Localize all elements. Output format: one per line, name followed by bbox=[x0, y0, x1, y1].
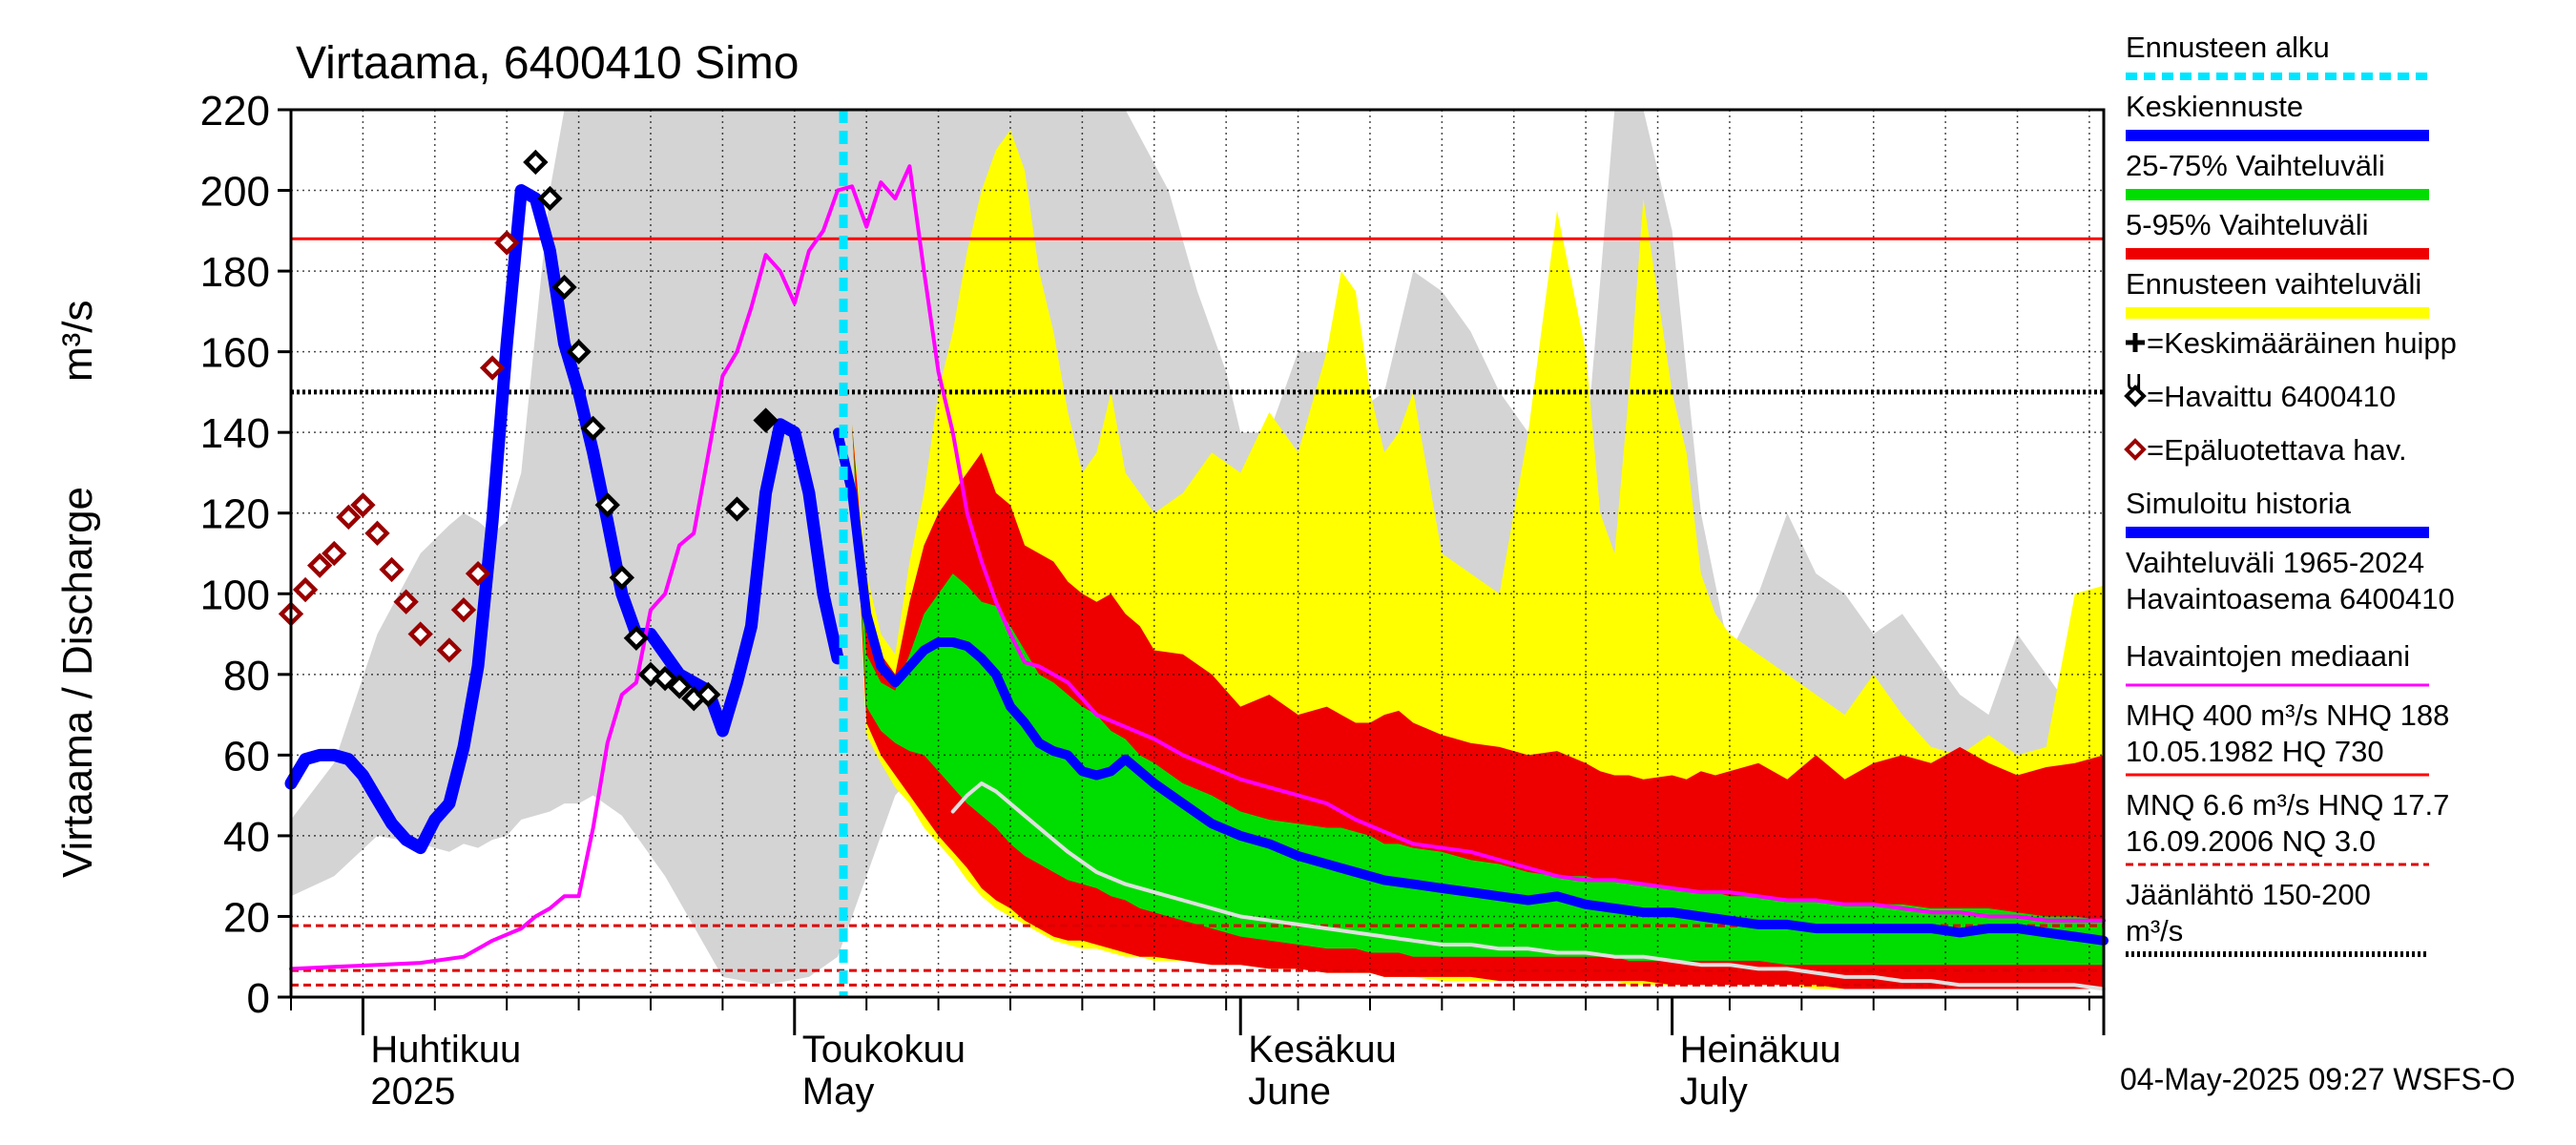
legend-label: 5-95% Vaihteluväli bbox=[2126, 208, 2368, 241]
month-label-en: May bbox=[802, 1071, 875, 1113]
legend-label-line2: Havaintoasema 6400410 bbox=[2126, 582, 2455, 615]
legend-diamond-icon bbox=[2124, 438, 2147, 461]
y-tick-label: 180 bbox=[200, 249, 270, 296]
y-tick-label: 40 bbox=[223, 814, 270, 861]
unreliable-observation-marker bbox=[494, 230, 520, 256]
observed-marker bbox=[623, 625, 650, 651]
y-axis-unit: m³/s bbox=[54, 300, 101, 382]
legend-label: MHQ 400 m³/s NHQ 188 bbox=[2126, 698, 2449, 732]
month-label-en: 2025 bbox=[370, 1071, 455, 1113]
observed-marker bbox=[537, 185, 563, 212]
observed-marker bbox=[696, 681, 721, 708]
observed-marker bbox=[666, 674, 693, 699]
series-simuloitu-historia bbox=[284, 184, 844, 855]
legend-label: =Keskimääräinen huipp bbox=[2147, 326, 2457, 360]
y-tick-label: 200 bbox=[200, 169, 270, 216]
legend-plus-icon bbox=[2126, 333, 2145, 352]
observed-marker bbox=[580, 415, 606, 442]
observed-marker bbox=[609, 565, 635, 591]
y-tick-label: 80 bbox=[223, 653, 270, 699]
legend-label: 25-75% Vaihteluväli bbox=[2126, 149, 2385, 182]
series-vähän-vettä bbox=[950, 781, 2106, 991]
y-tick-label: 140 bbox=[200, 410, 270, 457]
observed-marker bbox=[724, 496, 750, 522]
legend-label: =Havaittu 6400410 bbox=[2147, 380, 2396, 413]
series-keskiennuste bbox=[833, 427, 2109, 946]
unreliable-observation-marker bbox=[350, 492, 376, 518]
unreliable-observation-marker bbox=[479, 355, 506, 381]
legend: Ennusteen alku Keskiennuste 25-75% Vaihtel… bbox=[2124, 31, 2457, 957]
month-label-fi: Heinäkuu bbox=[1680, 1029, 1841, 1071]
legend-label: Ennusteen vaihteluväli bbox=[2126, 267, 2421, 301]
unreliable-observation-marker bbox=[306, 552, 333, 578]
series-havaintojen-mediaani bbox=[289, 164, 2106, 971]
unreliable-observation-marker bbox=[322, 540, 347, 567]
unreliable-observation-marker bbox=[292, 576, 319, 603]
unreliable-observation-marker bbox=[450, 597, 477, 623]
month-label-en: June bbox=[1248, 1071, 1331, 1113]
y-axis-label: Virtaama / Discharge bbox=[54, 487, 101, 878]
legend-label-line2: 16.09.2006 NQ 3.0 bbox=[2126, 824, 2376, 858]
legend-label: Havaintojen mediaani bbox=[2126, 639, 2410, 673]
observed-marker bbox=[753, 407, 779, 433]
legend-label: Jäänlähtö 150-200 bbox=[2126, 878, 2371, 911]
observed-marker bbox=[551, 274, 577, 301]
legend-label-line2: 10.05.1982 HQ 730 bbox=[2126, 735, 2384, 768]
y-tick-label: 220 bbox=[200, 88, 270, 135]
y-tick-label: 120 bbox=[200, 491, 270, 538]
legend-label: MNQ 6.6 m³/s HNQ 17.7 bbox=[2126, 788, 2449, 822]
month-label-en: July bbox=[1680, 1071, 1748, 1113]
timestamp-footer: 04-May-2025 09:27 WSFS-O bbox=[2120, 1062, 2515, 1096]
y-tick-label: 160 bbox=[200, 330, 270, 377]
observed-marker bbox=[652, 665, 678, 692]
unreliable-observation-marker bbox=[436, 637, 463, 663]
unreliable-observation-marker bbox=[393, 589, 419, 614]
observed-marker bbox=[523, 149, 549, 176]
plot-frame bbox=[289, 108, 2106, 999]
unreliable-observation-marker bbox=[336, 504, 362, 531]
legend-diamond-icon bbox=[2124, 385, 2147, 407]
y-tick-label: 100 bbox=[200, 572, 270, 618]
legend-label: Vaihteluväli 1965-2024 bbox=[2126, 546, 2424, 579]
y-tick-label: 0 bbox=[247, 975, 270, 1022]
observed-marker bbox=[594, 492, 620, 518]
chart-title: Virtaama, 6400410 Simo bbox=[296, 38, 799, 89]
month-label-fi: Kesäkuu bbox=[1248, 1029, 1397, 1071]
unreliable-observation-marker bbox=[379, 556, 405, 583]
y-tick-label: 20 bbox=[223, 894, 270, 941]
month-label-fi: Toukokuu bbox=[802, 1029, 966, 1071]
legend-label-line2: m³/s bbox=[2126, 914, 2183, 947]
legend-label: Simuloitu historia bbox=[2126, 487, 2352, 520]
month-label-fi: Huhtikuu bbox=[370, 1029, 521, 1071]
observed-marker bbox=[566, 339, 592, 364]
unreliable-observation-marker bbox=[407, 621, 433, 647]
legend-label: Keskiennuste bbox=[2126, 90, 2303, 123]
forecast-25-75-band bbox=[765, 424, 2104, 966]
unreliable-observation-marker bbox=[465, 560, 491, 587]
legend-label: Ennusteen alku bbox=[2126, 31, 2330, 64]
axes: 0 20 40 60 80 100 120 140 160 180 200 220 Huhtikuu20… bbox=[200, 88, 2106, 1113]
y-tick-label: 60 bbox=[223, 733, 270, 780]
unreliable-observation-marker bbox=[364, 520, 390, 547]
plot-area bbox=[278, 109, 2109, 998]
legend-label: =Epäluotettava hav. bbox=[2147, 433, 2407, 467]
